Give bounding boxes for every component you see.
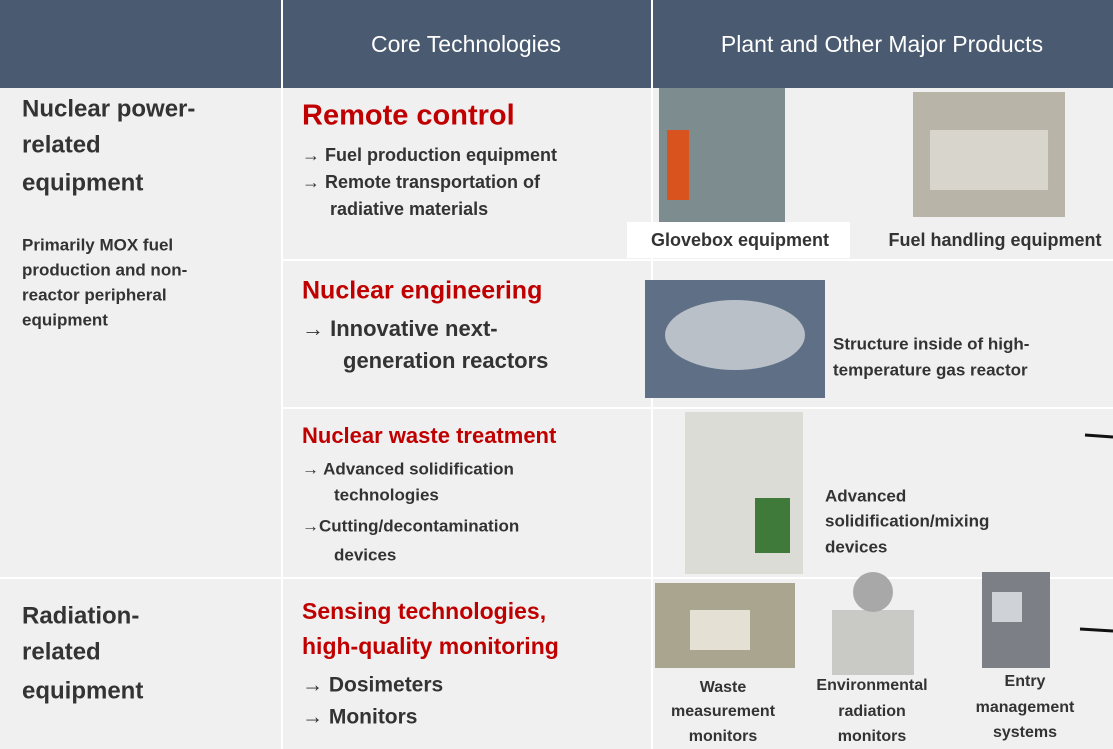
product-caption: devices [825,537,887,556]
photo [690,610,750,650]
technology-item: → Fuel production equipment [302,145,557,165]
photo [665,300,805,370]
technology-item: → Advanced solidification [302,459,514,478]
technology-item: radiative materials [330,199,488,219]
technology-title: Remote control [302,100,515,132]
column-header: Plant and Other Major Products [721,31,1043,57]
product-caption: radiation [838,703,906,720]
header-bar [0,0,1113,88]
product-caption: management [976,699,1075,716]
product-caption: solidification/mixing [825,511,989,530]
connector [1079,627,1113,633]
product-caption: Entry [1005,673,1046,690]
photo [667,130,689,200]
product-caption: monitors [838,728,907,745]
category: Nuclear power- [22,95,195,122]
product-caption: monitors [689,728,758,745]
product-caption: measurement [671,703,776,720]
product-caption: Structure inside of high- [833,334,1029,353]
technology-item: devices [334,545,396,564]
column-header: Core Technologies [371,31,561,57]
category: related [22,638,101,665]
product-caption: systems [993,724,1057,741]
photo [930,130,1048,190]
product-caption: temperature gas reactor [833,360,1028,379]
description: reactor peripheral [22,285,167,304]
category: Radiation- [22,602,139,629]
technology-title: Nuclear waste treatment [302,423,557,448]
photo [755,498,790,553]
technology-title: Nuclear engineering [302,277,542,305]
category: equipment [22,169,143,196]
description: equipment [22,310,108,329]
technology-item: → Innovative next- [302,316,498,341]
photo [832,610,914,675]
product-caption: Environmental [816,677,927,694]
caption-box [627,222,850,258]
photo [853,572,893,612]
technology-title: high-quality monitoring [302,633,559,659]
technology-item: technologies [334,485,439,504]
category: related [22,131,101,158]
technology-item: →Cutting/decontamination [302,516,519,535]
product-caption: Fuel handling equipment [889,230,1102,250]
photo [992,592,1022,622]
product-caption: Waste [700,679,747,696]
technology-title: Sensing technologies, [302,598,546,624]
product-caption: Advanced [825,486,906,505]
technology-item: generation reactors [343,348,548,373]
technology-item: → Dosimeters [302,674,443,697]
description: Primarily MOX fuel [22,235,173,254]
technology-item: → Monitors [302,706,418,729]
connector [1084,433,1113,439]
category: equipment [22,677,143,704]
product-caption: Glovebox equipment [651,230,829,250]
description: production and non- [22,260,187,279]
technology-item: → Remote transportation of [302,172,541,192]
